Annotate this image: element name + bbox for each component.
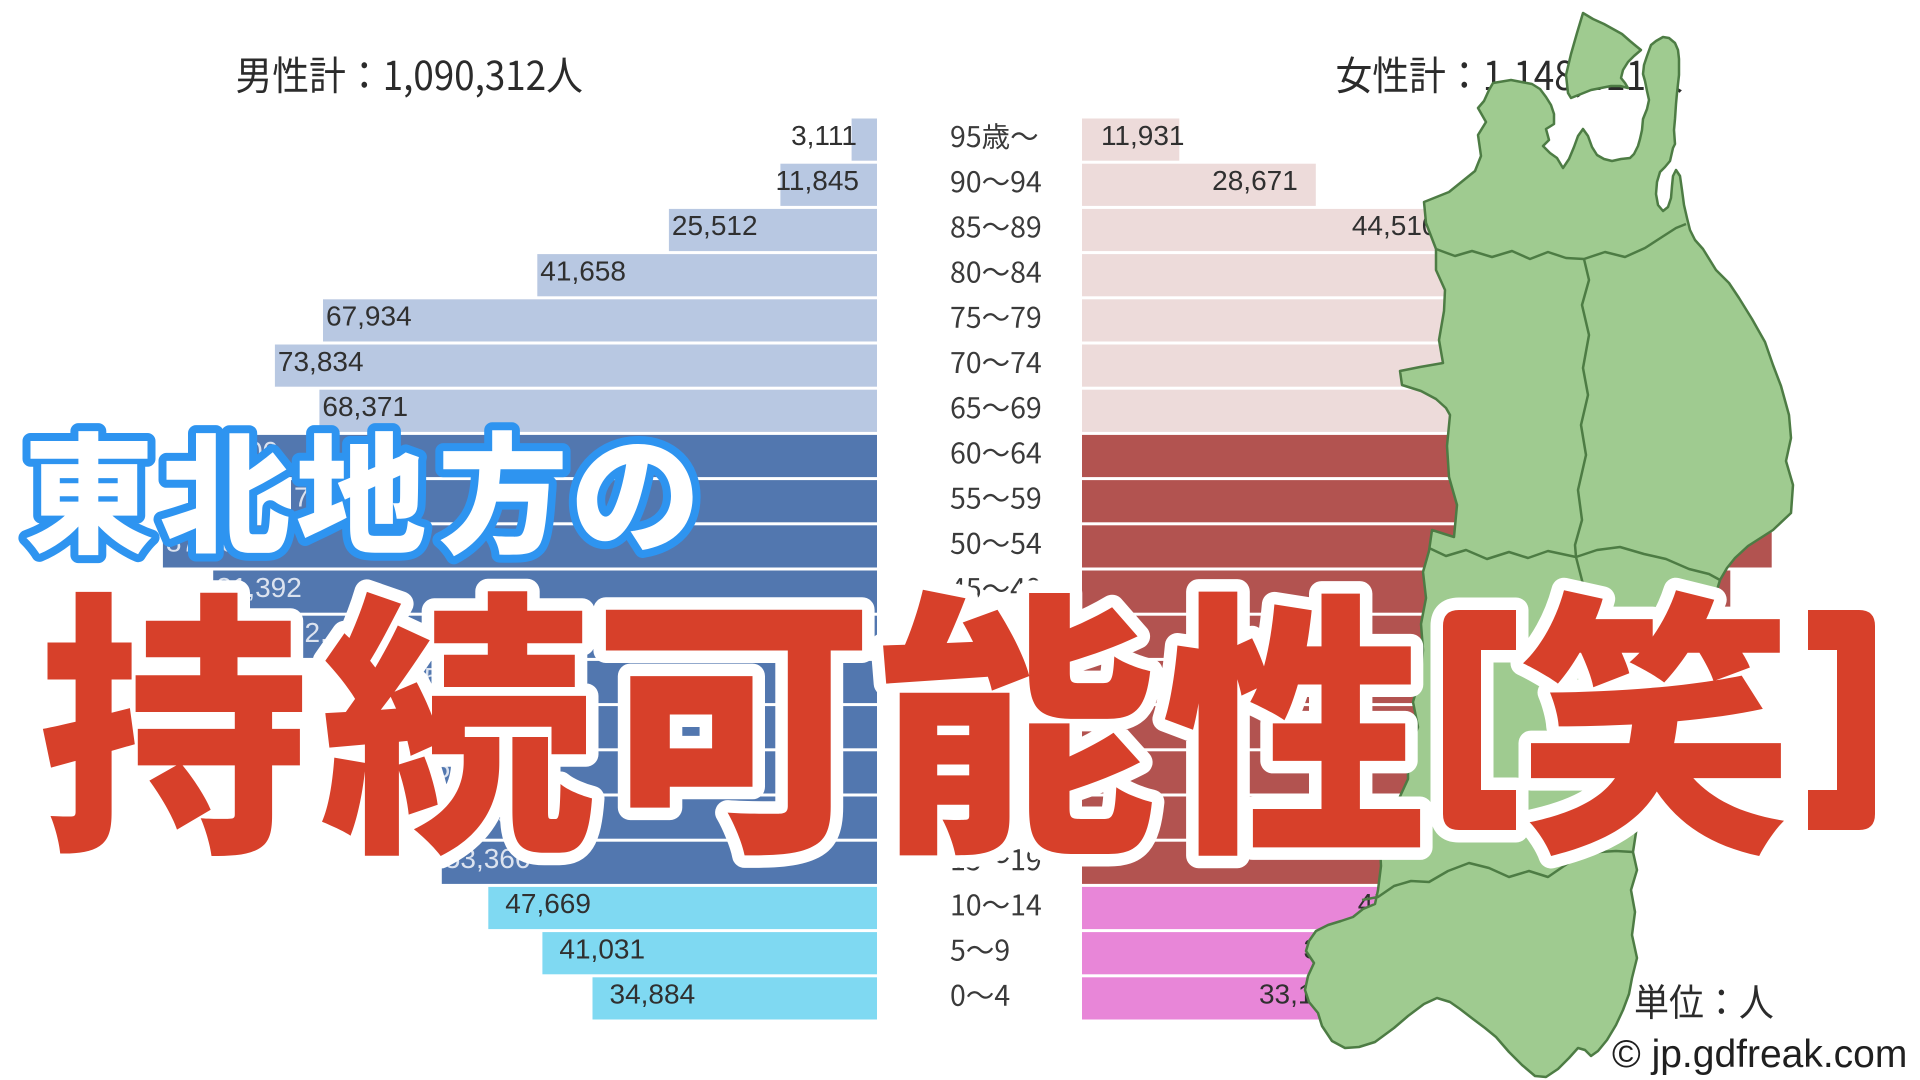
svg-text:41,031: 41,031 bbox=[559, 933, 645, 964]
svg-text:© jp.gdfreak.com: © jp.gdfreak.com bbox=[1612, 1033, 1907, 1076]
svg-text:73,834: 73,834 bbox=[278, 346, 364, 377]
svg-text:28,671: 28,671 bbox=[1212, 165, 1298, 196]
svg-text:25,512: 25,512 bbox=[672, 210, 758, 241]
svg-text:44,510: 44,510 bbox=[1352, 210, 1438, 241]
svg-text:47,669: 47,669 bbox=[505, 888, 591, 919]
svg-text:67,934: 67,934 bbox=[326, 301, 412, 332]
svg-text:68,371: 68,371 bbox=[322, 391, 408, 422]
svg-text:11,845: 11,845 bbox=[775, 165, 859, 196]
svg-text:3,111: 3,111 bbox=[791, 120, 857, 151]
svg-text:11,931: 11,931 bbox=[1101, 120, 1185, 151]
svg-text:34,884: 34,884 bbox=[610, 979, 696, 1010]
svg-text:41,658: 41,658 bbox=[540, 255, 626, 286]
